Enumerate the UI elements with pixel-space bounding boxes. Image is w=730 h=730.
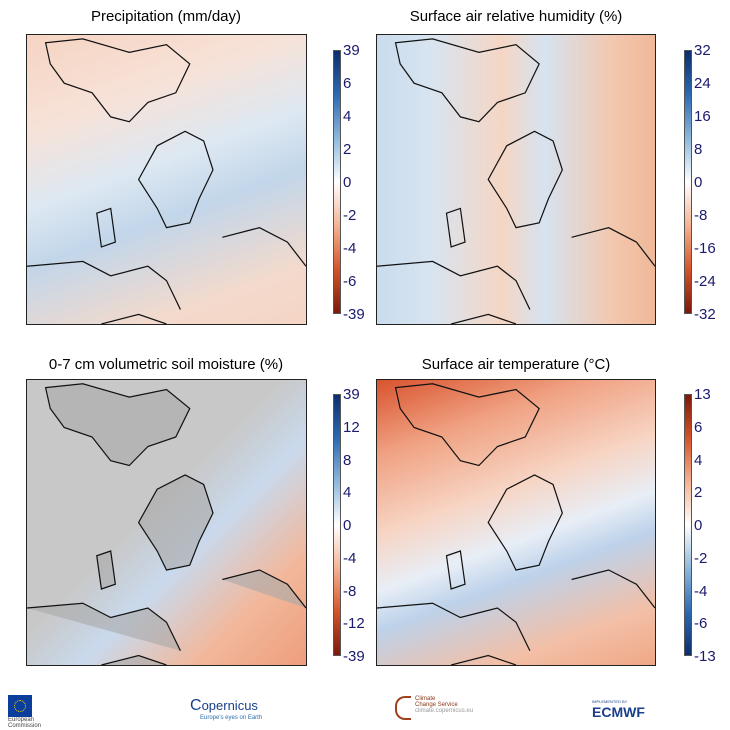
soil-moisture-tick-label: 0 — [343, 517, 352, 534]
temperature-tick-label: 4 — [694, 451, 703, 469]
copernicus-name: opernicus — [201, 698, 258, 713]
temperature-coastlines — [377, 383, 655, 665]
relative-humidity-tick-label: -16 — [694, 240, 716, 257]
thermometer-icon — [395, 696, 411, 720]
temperature-colorbar — [684, 394, 692, 656]
soil-moisture-tick-label: -12 — [343, 615, 365, 633]
temperature-tick-label: 2 — [694, 484, 703, 502]
ecmwf-prefix: IMPLEMENTED BY — [592, 699, 628, 704]
relative-humidity-tick-label: 8 — [694, 141, 703, 158]
precipitation-coastlines — [27, 38, 306, 324]
ecmwf-name: ECMWF — [592, 704, 645, 720]
relative-humidity-tick-label: 16 — [694, 108, 711, 125]
soil-moisture-tick-label: -39 — [343, 648, 365, 665]
precipitation-tick-label: -2 — [343, 207, 357, 224]
european-commission-logo: European Commission — [8, 695, 41, 729]
temperature-tick-label: -6 — [694, 615, 708, 633]
copernicus-tagline: Europe's eyes on Earth — [200, 715, 263, 721]
precipitation-tick-label: 2 — [343, 141, 352, 158]
relative-humidity-title: Surface air relative humidity (%) — [409, 8, 623, 25]
precipitation-tick-label: 39 — [343, 42, 360, 59]
soil-moisture-colorbar — [333, 394, 341, 656]
ec-label-2: Commission — [8, 723, 42, 729]
relative-humidity-tick-label: -8 — [694, 207, 708, 224]
soil-moisture-tick-label: 4 — [343, 484, 352, 502]
c3s-line2: Change Service — [415, 702, 458, 708]
soil-moisture-colorbar-ticks: 39 12 8 4 0 -4 -8 -12 -39 — [343, 387, 383, 664]
soil-moisture-coastlines — [27, 383, 306, 665]
copernicus-logo: Copernicus Europe's eyes on Earth — [190, 697, 263, 721]
ecmwf-logo: IMPLEMENTED BY ECMWF — [592, 699, 645, 720]
relative-humidity-tick-label: -32 — [694, 306, 716, 323]
precipitation-tick-label: 6 — [343, 75, 352, 92]
relative-humidity-colorbar — [684, 50, 692, 314]
precipitation-tick-label: 0 — [343, 174, 352, 191]
precipitation-tick-label: -39 — [343, 306, 365, 323]
c3s-logo: Climate Change Service climate.copernicu… — [395, 696, 474, 720]
temperature-tick-label: 13 — [694, 386, 711, 403]
relative-humidity-tick-label: 0 — [694, 174, 703, 191]
soil-moisture-tick-label: -8 — [343, 582, 357, 600]
temperature-tick-label: -2 — [694, 549, 708, 567]
temperature-tick-label: -4 — [694, 582, 708, 600]
precipitation-tick-label: -4 — [343, 240, 357, 257]
temperature-tick-label: -13 — [694, 648, 716, 665]
relative-humidity-tick-label: 24 — [694, 75, 711, 92]
precipitation-colorbar — [333, 50, 341, 314]
temperature-tick-label: 6 — [694, 418, 703, 436]
soil-moisture-title: 0-7 cm volumetric soil moisture (%) — [48, 356, 284, 373]
c3s-line1: Climate — [415, 696, 436, 702]
soil-moisture-tick-label: 39 — [343, 386, 360, 403]
precipitation-tick-label: -6 — [343, 273, 357, 290]
relative-humidity-tick-label: 32 — [694, 42, 711, 59]
temperature-colorbar-ticks: 13 6 4 2 0 -2 -4 -6 -13 — [694, 387, 730, 664]
precipitation-tick-label: 4 — [343, 108, 352, 125]
soil-moisture-tick-label: 12 — [343, 418, 360, 436]
relative-humidity-map — [376, 34, 656, 325]
relative-humidity-tick-label: -24 — [694, 273, 716, 290]
ec-label-1: European — [8, 717, 35, 723]
c3s-url: climate.copernicus.eu — [415, 708, 474, 714]
temperature-tick-label: 0 — [694, 517, 703, 534]
temperature-map — [376, 379, 656, 666]
temperature-title: Surface air temperature (°C) — [421, 356, 611, 373]
eu-flag-icon — [8, 695, 32, 717]
soil-moisture-tick-label: 8 — [343, 451, 352, 469]
soil-moisture-map — [26, 379, 307, 666]
soil-moisture-tick-label: -4 — [343, 549, 357, 567]
precipitation-title: Precipitation (mm/day) — [90, 8, 242, 25]
precipitation-colorbar-ticks: 39 6 4 2 0 -2 -4 -6 -39 — [343, 43, 383, 322]
relative-humidity-coastlines — [377, 38, 655, 324]
relative-humidity-colorbar-ticks: 32 24 16 8 0 -8 -16 -24 -32 — [694, 43, 730, 322]
precipitation-map — [26, 34, 307, 325]
